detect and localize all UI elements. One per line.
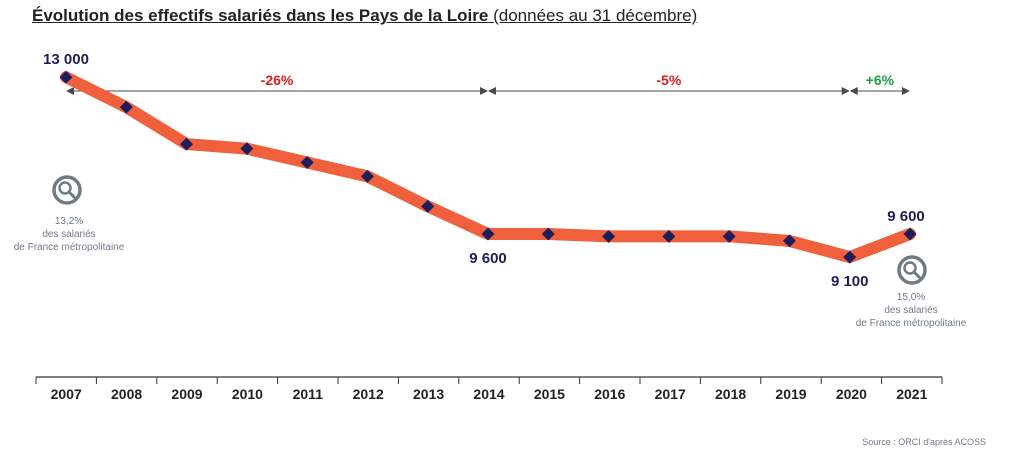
- share-note-line: de France métropolitaine: [856, 318, 967, 329]
- period-label: +6%: [866, 72, 895, 88]
- share-note-line: de France métropolitaine: [14, 242, 125, 253]
- data-point-2014: [481, 227, 495, 241]
- data-point-2012: [360, 169, 374, 183]
- data-point-2017: [662, 229, 676, 243]
- data-labels-layer: 13 000 9 600 9 100 9 600: [43, 51, 925, 290]
- x-tick-label-2014: 2014: [473, 386, 504, 402]
- data-point-2007: [59, 70, 73, 84]
- period-annotations: -26% -5% +6%: [66, 72, 910, 95]
- data-point-2008: [119, 100, 133, 114]
- data-label-2014: 9 600: [469, 250, 507, 267]
- x-tick-label-2011: 2011: [293, 386, 324, 402]
- x-tick-label-2008: 2008: [111, 386, 142, 402]
- x-tick-label-2013: 2013: [413, 386, 444, 402]
- share-note-line: des salariés: [884, 305, 937, 316]
- x-tick-label-2017: 2017: [655, 386, 686, 402]
- x-axis: 2007 2008 2009 2010 2011 2012 2013 2014 2015 2016…: [35, 376, 943, 402]
- period-label: -5%: [656, 72, 681, 88]
- arrow-head-right: [480, 87, 488, 95]
- data-point-2019: [782, 234, 796, 248]
- x-tick-label-2018: 2018: [715, 386, 746, 402]
- arrow-head-left: [66, 87, 74, 95]
- x-tick-label-2010: 2010: [232, 386, 263, 402]
- x-tick-label-2009: 2009: [171, 386, 202, 402]
- data-point-2013: [421, 199, 435, 213]
- data-point-2021: [903, 227, 917, 241]
- source-note: Source : ORCI d'après ACOSS: [862, 437, 986, 447]
- data-point-2018: [722, 229, 736, 243]
- share-notes-layer: 13,2% des salariés de France métropolitain…: [14, 175, 967, 329]
- share-note-line: des salariés: [42, 229, 95, 240]
- magnifier-icon: [52, 175, 82, 205]
- series-layer: [59, 70, 917, 264]
- data-point-2020: [843, 250, 857, 264]
- data-label-2021: 9 600: [887, 208, 925, 225]
- arrow-head-left: [488, 87, 496, 95]
- x-tick-label-2007: 2007: [51, 386, 82, 402]
- arrow-head-left: [849, 87, 858, 95]
- x-tick-label-2016: 2016: [594, 386, 625, 402]
- data-label-2020: 9 100: [831, 273, 869, 290]
- arrow-head-right: [902, 87, 910, 95]
- period-label: -26%: [261, 72, 294, 88]
- data-point-2015: [541, 227, 555, 241]
- share-note-line: 13,2%: [55, 216, 83, 227]
- x-tick-label-2012: 2012: [353, 386, 384, 402]
- arrow-head-right: [841, 87, 850, 95]
- share-note-line: 15,0%: [897, 292, 925, 303]
- chart-title-main: Évolution des effectifs salariés dans le…: [32, 6, 489, 25]
- chart-title-subtitle: (données au 31 décembre): [493, 6, 698, 25]
- x-tick-label-2015: 2015: [534, 386, 565, 402]
- data-point-2016: [602, 229, 616, 243]
- data-point-2009: [180, 137, 194, 151]
- x-tick-label-2020: 2020: [836, 386, 867, 402]
- data-point-2010: [240, 142, 254, 156]
- x-tick-label-2019: 2019: [775, 386, 806, 402]
- data-point-2011: [300, 156, 314, 170]
- magnifier-icon: [897, 255, 927, 285]
- chart-title: Évolution des effectifs salariés dans le…: [32, 6, 697, 26]
- x-tick-label-2021: 2021: [896, 386, 927, 402]
- data-label-2007: 13 000: [43, 51, 89, 68]
